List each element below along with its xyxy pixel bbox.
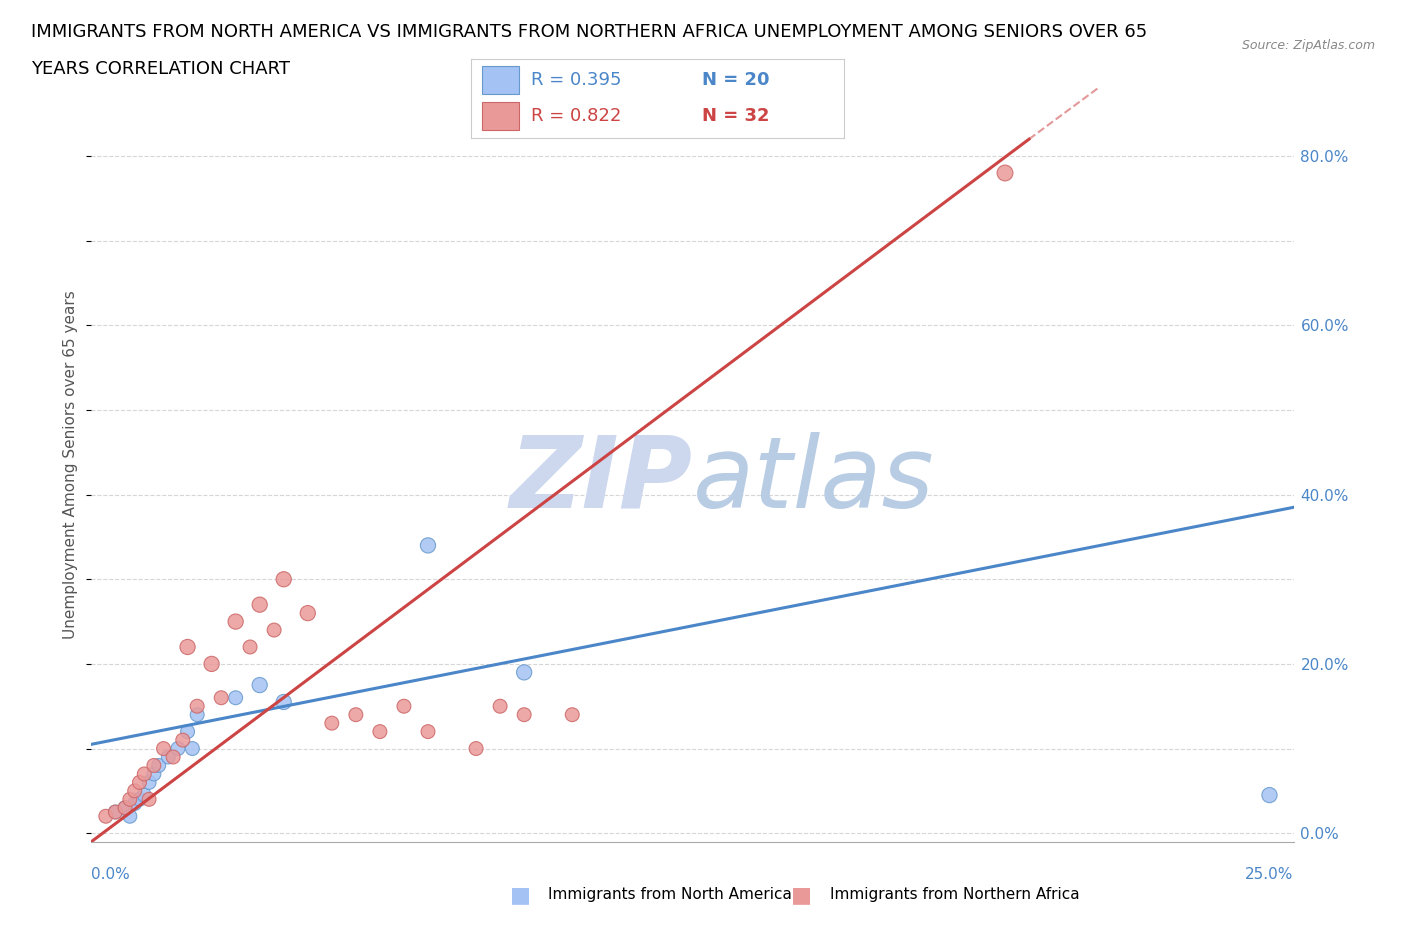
Y-axis label: Unemployment Among Seniors over 65 years: Unemployment Among Seniors over 65 years bbox=[63, 291, 79, 640]
Point bbox=[148, 758, 170, 773]
Point bbox=[465, 741, 488, 756]
Point bbox=[162, 750, 184, 764]
Point bbox=[104, 804, 127, 819]
Text: ■: ■ bbox=[792, 884, 811, 905]
Point bbox=[181, 741, 204, 756]
Point bbox=[176, 640, 198, 655]
Bar bbox=[482, 102, 519, 130]
Point bbox=[118, 791, 141, 806]
Text: IMMIGRANTS FROM NORTH AMERICA VS IMMIGRANTS FROM NORTHERN AFRICA UNEMPLOYMENT AM: IMMIGRANTS FROM NORTH AMERICA VS IMMIGRA… bbox=[31, 23, 1147, 41]
Point bbox=[263, 622, 285, 637]
Point bbox=[172, 733, 194, 748]
Point bbox=[118, 809, 141, 824]
Text: R = 0.822: R = 0.822 bbox=[530, 107, 621, 125]
Point bbox=[513, 707, 536, 722]
Bar bbox=[482, 67, 519, 94]
Text: R = 0.395: R = 0.395 bbox=[530, 71, 621, 89]
Point bbox=[104, 804, 127, 819]
Point bbox=[209, 690, 232, 705]
Point bbox=[157, 750, 180, 764]
Point bbox=[392, 698, 415, 713]
Point bbox=[1258, 788, 1281, 803]
Point bbox=[134, 788, 156, 803]
Point bbox=[142, 766, 165, 781]
Point bbox=[152, 741, 174, 756]
Point bbox=[994, 166, 1017, 180]
Point bbox=[416, 724, 439, 739]
Point bbox=[513, 665, 536, 680]
Point bbox=[489, 698, 512, 713]
Point bbox=[239, 640, 262, 655]
Point bbox=[344, 707, 367, 722]
Point bbox=[249, 597, 271, 612]
Point bbox=[128, 775, 150, 790]
Point bbox=[124, 783, 146, 798]
Text: Immigrants from Northern Africa: Immigrants from Northern Africa bbox=[830, 887, 1080, 902]
Point bbox=[201, 657, 224, 671]
Point bbox=[114, 801, 136, 816]
Point bbox=[138, 775, 160, 790]
Point bbox=[186, 707, 208, 722]
Text: Source: ZipAtlas.com: Source: ZipAtlas.com bbox=[1241, 39, 1375, 52]
Text: N = 32: N = 32 bbox=[702, 107, 769, 125]
Point bbox=[273, 572, 295, 587]
Point bbox=[114, 801, 136, 816]
Point bbox=[176, 724, 198, 739]
Point bbox=[416, 538, 439, 552]
Point bbox=[167, 741, 190, 756]
Point bbox=[138, 791, 160, 806]
Point bbox=[134, 766, 156, 781]
Point bbox=[142, 758, 165, 773]
Point bbox=[94, 809, 117, 824]
Text: ■: ■ bbox=[510, 884, 530, 905]
Point bbox=[128, 791, 150, 806]
Point bbox=[297, 605, 319, 620]
Point bbox=[225, 690, 247, 705]
Text: YEARS CORRELATION CHART: YEARS CORRELATION CHART bbox=[31, 60, 290, 78]
Text: Immigrants from North America: Immigrants from North America bbox=[548, 887, 792, 902]
Point bbox=[561, 707, 583, 722]
Point bbox=[249, 678, 271, 693]
Point bbox=[124, 796, 146, 811]
Point bbox=[273, 695, 295, 710]
Point bbox=[321, 716, 343, 731]
Text: N = 20: N = 20 bbox=[702, 71, 769, 89]
Point bbox=[186, 698, 208, 713]
Point bbox=[225, 614, 247, 629]
Point bbox=[368, 724, 391, 739]
Text: atlas: atlas bbox=[692, 432, 934, 528]
Text: 25.0%: 25.0% bbox=[1246, 867, 1294, 882]
Text: ZIP: ZIP bbox=[509, 432, 692, 528]
Text: 0.0%: 0.0% bbox=[91, 867, 131, 882]
